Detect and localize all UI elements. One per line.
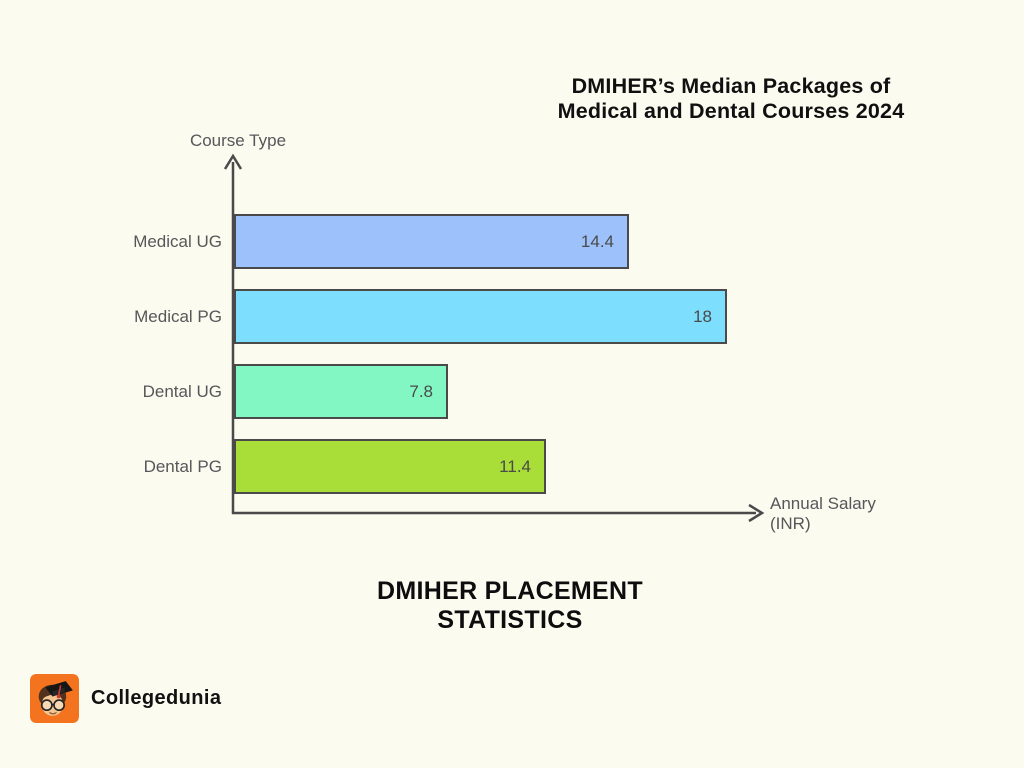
bar-medical-pg: 18 [234,289,727,344]
footer-title: DMIHER PLACEMENT STATISTICS [310,577,710,635]
brand-name: Collegedunia [91,687,222,709]
chart-title: DMIHER’s Median Packages of Medical and … [515,74,947,124]
x-axis-label: Annual Salary (INR) [770,494,876,533]
collegedunia-mascot-icon [30,674,79,723]
bar-medical-ug: 14.4 [234,214,629,269]
category-label-medical-ug: Medical UG [133,231,222,251]
chart-title-line1: DMIHER’s Median Packages of [571,74,891,98]
category-label-medical-pg: Medical PG [134,306,222,326]
y-axis-arrow-icon [223,153,243,170]
bar-value-dental-pg: 11.4 [499,456,531,476]
y-axis-label: Course Type [189,131,287,150]
bar-dental-pg: 11.4 [234,439,546,494]
footer-title-line1: DMIHER PLACEMENT [377,577,643,605]
category-label-dental-ug: Dental UG [142,381,222,401]
brand-lockup: Collegedunia [30,674,221,723]
chart-title-line2: Medical and Dental Courses 2024 [557,99,905,123]
category-label-dental-pg: Dental PG [143,456,222,476]
footer-title-line2: STATISTICS [437,606,583,634]
bar-value-dental-ug: 7.8 [409,381,433,401]
bar-dental-ug: 7.8 [234,364,448,419]
bar-value-medical-ug: 14.4 [580,231,614,251]
bar-value-medical-pg: 18 [693,306,712,326]
x-axis-arrow-icon [748,503,765,523]
